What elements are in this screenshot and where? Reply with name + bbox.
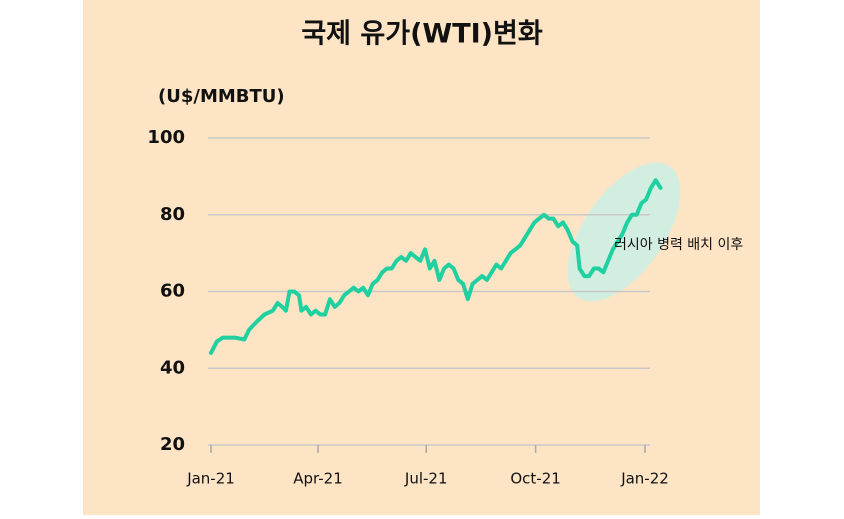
- x-tick-label: Apr-21: [293, 470, 343, 488]
- y-tick-label: 100: [147, 127, 185, 148]
- y-axis-label: (U$/MMBTU): [158, 86, 285, 107]
- y-tick-label: 20: [160, 434, 185, 455]
- x-tick-label: Jan-22: [620, 470, 669, 488]
- annotation: 러시아 병력 배치 이후: [614, 237, 743, 253]
- x-tick-label: Jan-21: [186, 470, 235, 488]
- y-tick-label: 60: [160, 281, 185, 302]
- line-series: [209, 178, 663, 355]
- y-tick-label: 80: [160, 204, 185, 225]
- y-tick-label: 40: [160, 357, 185, 378]
- x-tick-label: Oct-21: [510, 470, 560, 488]
- chart-title: 국제 유가(WTI)변화: [301, 19, 543, 50]
- x-tick-label: Jul-21: [404, 470, 448, 488]
